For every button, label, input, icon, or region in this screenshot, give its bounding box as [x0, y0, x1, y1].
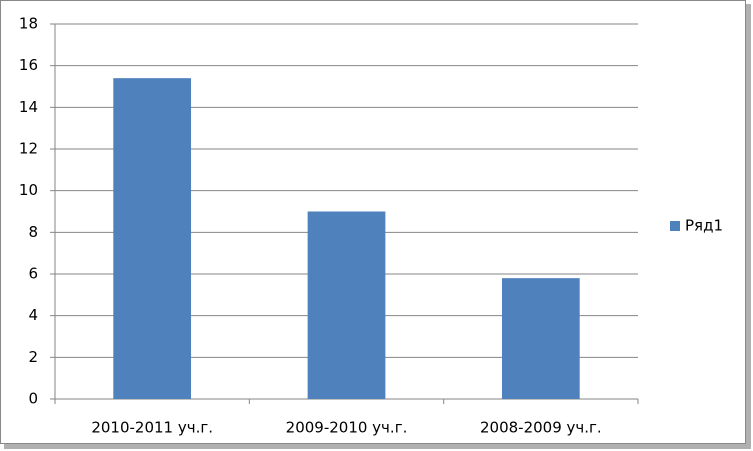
y-tick-label: 8: [28, 223, 38, 241]
y-tick-label: 16: [19, 56, 38, 74]
y-tick-label: 2: [28, 348, 38, 366]
y-tick-label: 18: [19, 15, 38, 33]
y-tick-label: 10: [19, 181, 38, 199]
bar: [113, 78, 192, 400]
y-tick-label: 12: [19, 140, 38, 158]
legend-label: Ряд1: [685, 217, 723, 235]
y-tick-label: 6: [28, 265, 38, 283]
bar: [307, 211, 386, 399]
x-tick-label: 2009-2010 уч.г.: [286, 419, 408, 437]
x-tick-label: 2008-2009 уч.г.: [480, 419, 602, 437]
y-tick-label: 0: [28, 390, 38, 408]
x-tick-label: 2010-2011 уч.г.: [91, 419, 213, 437]
legend-swatch: [670, 221, 680, 231]
y-tick-label: 4: [28, 306, 38, 324]
bar: [501, 278, 580, 399]
y-tick-label: 14: [19, 98, 38, 116]
